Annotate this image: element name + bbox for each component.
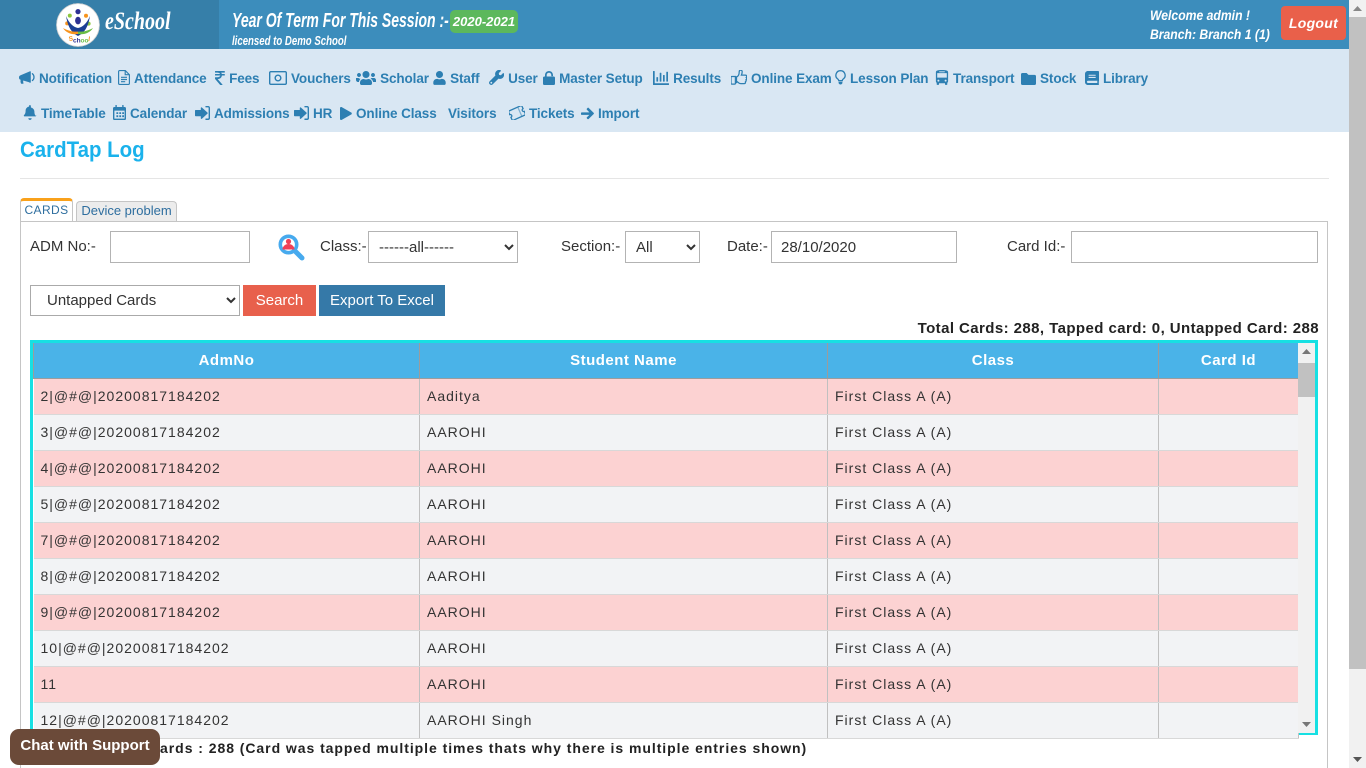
svg-text:l: l [88, 36, 91, 43]
svg-text:S: S [68, 35, 74, 43]
svg-text:oo: oo [81, 37, 89, 44]
svg-text:ch: ch [73, 37, 81, 44]
